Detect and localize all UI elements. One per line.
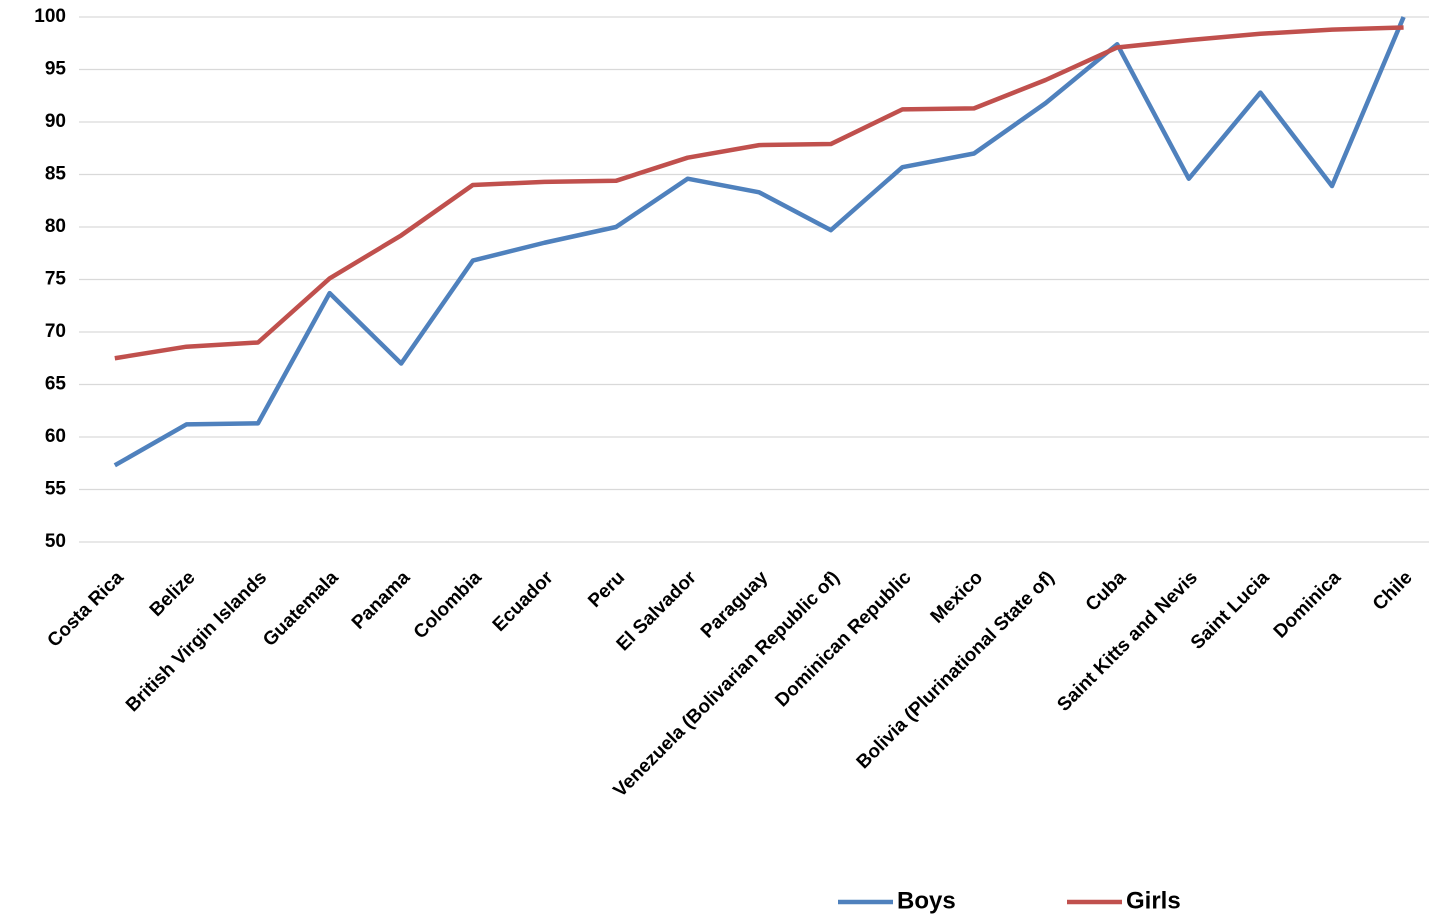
y-tick-label: 75 — [45, 269, 67, 290]
y-tick-label: 60 — [45, 426, 66, 447]
legend-item: Girls — [1067, 887, 1181, 914]
x-tick-label: Dominica — [1270, 567, 1346, 643]
y-tick-label: 90 — [45, 111, 66, 132]
y-tick-label: 50 — [45, 531, 66, 552]
x-tick-label: Costa Rica — [44, 567, 129, 652]
x-tick-label: Saint Kitts and Nevis — [1053, 567, 1201, 715]
legend-item: Boys — [838, 887, 956, 914]
x-tick-label: Saint Lucia — [1187, 567, 1274, 654]
x-tick-label: Panama — [348, 567, 415, 634]
y-tick-label: 85 — [45, 164, 67, 185]
x-tick-label: Dominican Republic — [771, 567, 915, 711]
x-tick-label: Paraguay — [697, 567, 773, 643]
x-tick-label: Peru — [584, 567, 629, 612]
series-line — [113, 16, 1406, 468]
y-tick-label: 100 — [34, 6, 66, 27]
y-tick-label: 70 — [45, 321, 66, 342]
legend-label: Girls — [1126, 887, 1181, 914]
x-tick-label: Guatemala — [259, 567, 343, 651]
x-tick-label: Colombia — [410, 567, 486, 643]
x-tick-label: Mexico — [927, 567, 987, 627]
x-tick-label: Ecuador — [489, 567, 558, 636]
y-tick-label: 80 — [45, 216, 66, 237]
series-line — [114, 25, 1404, 361]
y-tick-label: 65 — [45, 374, 67, 395]
x-tick-label: Chile — [1369, 567, 1417, 615]
x-tick-label: Belize — [146, 567, 200, 621]
y-tick-label: 95 — [45, 59, 67, 80]
x-tick-label: Cuba — [1082, 567, 1131, 616]
legend-label: Boys — [897, 887, 956, 914]
x-tick-label: British Virgin Islands — [122, 567, 271, 716]
y-tick-label: 55 — [45, 479, 67, 500]
